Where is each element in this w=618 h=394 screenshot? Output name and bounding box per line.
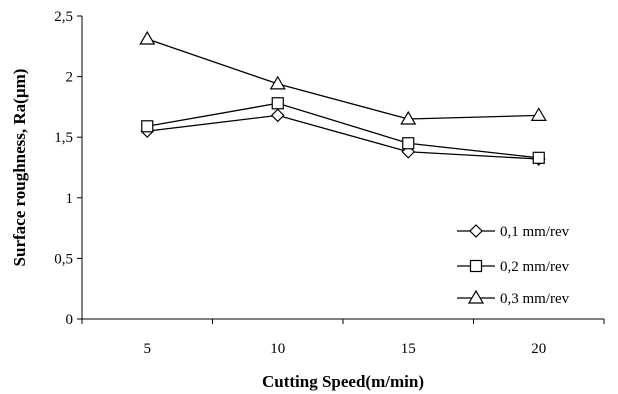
series-3 — [139, 30, 547, 125]
data-point — [402, 137, 415, 150]
series-line — [147, 102, 539, 159]
series-2 — [141, 97, 545, 164]
legend-item: 0,2 mm/rev — [457, 259, 570, 275]
data-point — [400, 110, 417, 125]
data-point — [139, 30, 156, 45]
legend-marker — [469, 259, 483, 273]
legend: 0,1 mm/rev 0,2 mm/rev 0,3 mm/rev — [457, 224, 570, 307]
x-axis-title: Cutting Speed(m/min) — [262, 372, 424, 391]
x-tick-label: 15 — [401, 341, 416, 357]
y-tick-label: 1 — [66, 191, 74, 207]
legend-label: 0,1 mm/rev — [500, 224, 570, 240]
data-point — [270, 108, 285, 123]
series-layer — [139, 30, 547, 166]
data-point — [271, 97, 284, 110]
y-axis-title: Surface roughness, Ra(µm) — [10, 69, 29, 267]
legend-marker — [469, 224, 483, 238]
series-line — [147, 38, 539, 120]
data-point — [532, 151, 545, 164]
y-tick-label: 2 — [66, 70, 74, 86]
legend-item: 0,1 mm/rev — [457, 224, 570, 240]
legend-label: 0,2 mm/rev — [500, 259, 570, 275]
legend-label: 0,3 mm/rev — [500, 291, 570, 307]
legend-item: 0,3 mm/rev — [457, 289, 570, 307]
axes: 0 0,5 1 1,5 2 2,5 5 10 15 20 — [54, 9, 605, 357]
y-tick-label: 1,5 — [54, 130, 73, 146]
x-tick-label: 20 — [531, 341, 546, 357]
y-tick-label: 2,5 — [54, 9, 73, 25]
legend-marker — [467, 289, 485, 304]
y-tick-label: 0,5 — [54, 251, 73, 267]
data-point — [269, 75, 286, 90]
x-tick-label: 10 — [270, 341, 285, 357]
data-point — [141, 120, 154, 133]
series-line — [147, 114, 539, 160]
data-point — [530, 107, 547, 121]
x-tick-label: 5 — [144, 341, 152, 357]
y-tick-label: 0 — [66, 312, 74, 328]
series-1 — [140, 108, 546, 166]
